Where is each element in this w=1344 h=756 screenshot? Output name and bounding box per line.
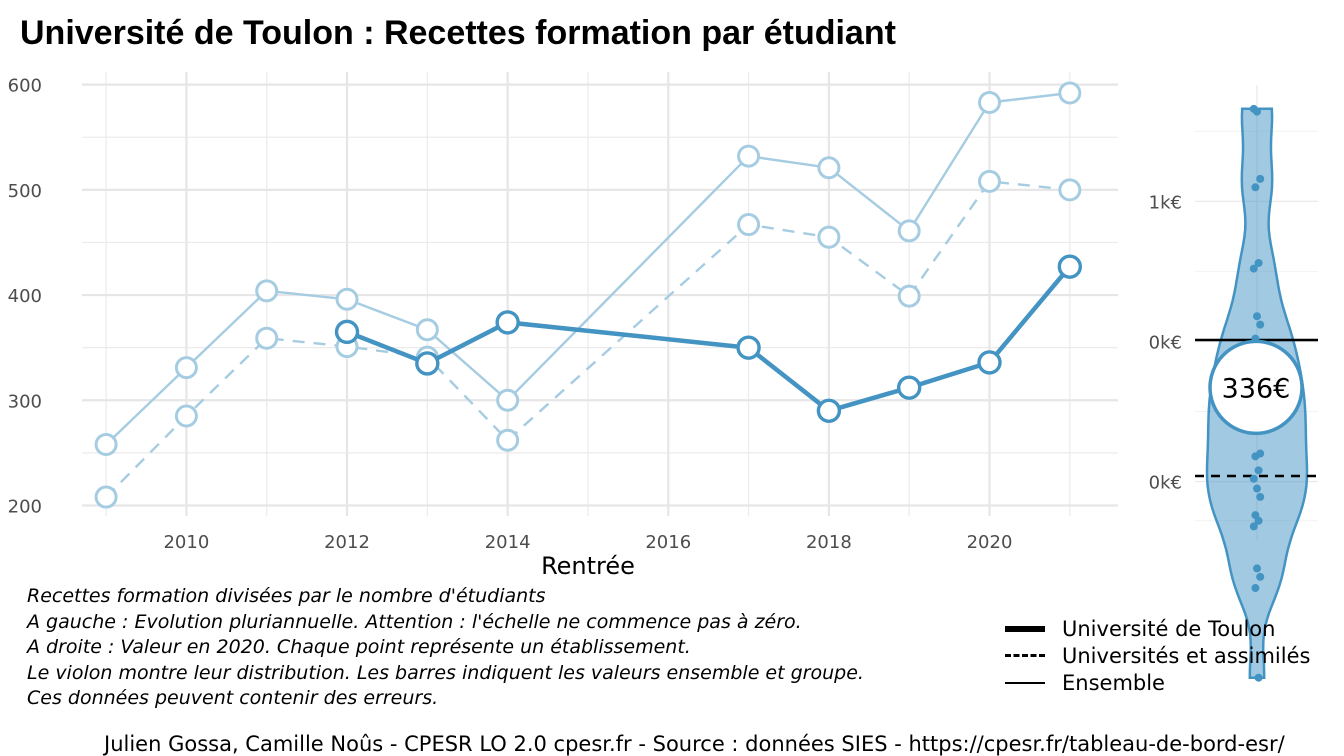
establishment-point	[1256, 320, 1265, 329]
establishment-point	[1249, 474, 1258, 483]
point-ensemble	[897, 219, 921, 243]
legend-label: Ensemble	[1062, 670, 1165, 695]
series-line-toulon	[346, 265, 1072, 414]
chart-notes: Recettes formation divisées par le nombr…	[27, 584, 864, 712]
point-universites	[94, 485, 118, 509]
y-tick-label: 500	[8, 181, 42, 202]
point-universites	[496, 428, 520, 452]
highlight-value-label: 336€	[1222, 373, 1291, 404]
source-caption: Julien Gossa, Camille Noûs - CPESR LO 2.…	[104, 732, 1285, 756]
point-ensemble	[817, 156, 841, 180]
establishment-point	[1253, 107, 1261, 116]
establishment-point	[1253, 564, 1261, 573]
point-toulon	[977, 350, 1002, 375]
note-line: Recettes formation divisées par le nombr…	[27, 585, 546, 607]
line-chart-grid	[82, 72, 1118, 516]
x-tick-label: 2020	[967, 532, 1013, 553]
x-axis-title: Rentrée	[541, 552, 635, 580]
point-toulon	[736, 335, 761, 360]
highlight-circle	[1208, 339, 1304, 436]
point-toulon	[896, 375, 922, 400]
legend-item-universites: Universités et assimilés	[1005, 642, 1310, 669]
establishment-point	[1254, 516, 1263, 525]
violin-y-tick-label: 0k€	[1149, 473, 1182, 494]
point-universites	[174, 404, 198, 428]
establishment-point	[1256, 492, 1265, 501]
establishment-point	[1254, 673, 1263, 682]
point-ensemble	[174, 356, 198, 380]
establishment-point	[1251, 452, 1260, 461]
establishment-point	[1256, 174, 1265, 183]
line-chart-series	[94, 81, 1083, 509]
establishment-point	[1254, 466, 1263, 475]
establishment-point	[1251, 584, 1260, 593]
legend-key-dashed	[1005, 654, 1045, 657]
point-ensemble	[978, 91, 1002, 115]
x-tick-label: 2010	[163, 532, 209, 553]
point-toulon	[495, 310, 520, 335]
point-universites	[255, 326, 279, 350]
note-line: Le violon montre leur distribution. Les …	[27, 661, 864, 684]
point-ensemble	[335, 287, 359, 311]
establishment-point	[1251, 183, 1260, 192]
legend-label: Université de Toulon	[1062, 616, 1276, 641]
violin-plot: 336€	[1195, 104, 1318, 682]
legend-item-toulon: Université de Toulon	[1005, 615, 1310, 642]
violin-y-tick-label: 0k€	[1149, 332, 1182, 353]
series-line-universites	[105, 180, 1070, 498]
x-tick-label: 2016	[645, 532, 691, 553]
point-ensemble	[255, 279, 279, 303]
establishment-point	[1253, 312, 1261, 321]
establishment-point	[1253, 484, 1261, 493]
point-universites	[737, 213, 761, 237]
legend-key-thick	[1005, 625, 1045, 632]
point-universites	[897, 284, 921, 308]
x-tick-label: 2012	[324, 532, 370, 553]
legend-item-ensemble: Ensemble	[1005, 669, 1310, 696]
note-line: A gauche : Evolution pluriannuelle. Atte…	[27, 610, 802, 633]
y-tick-label: 300	[8, 391, 42, 412]
establishment-point	[1254, 258, 1263, 267]
y-tick-label: 400	[8, 286, 42, 307]
x-tick-label: 2014	[485, 532, 531, 553]
point-toulon	[1057, 254, 1083, 279]
establishment-point	[1249, 264, 1258, 273]
point-ensemble	[737, 144, 761, 168]
note-line: Ces données peuvent contenir des erreurs…	[27, 687, 439, 709]
point-toulon	[334, 319, 360, 345]
point-universites	[978, 169, 1002, 193]
point-toulon	[415, 351, 440, 376]
legend-label: Universités et assimilés	[1062, 643, 1311, 668]
point-universites	[817, 225, 841, 249]
note-line: A droite : Valeur en 2020. Chaque point …	[27, 636, 691, 658]
point-ensemble	[496, 388, 520, 412]
violin-y-tick-label: 1k€	[1149, 192, 1182, 213]
point-universites	[1058, 178, 1082, 202]
chart-title: Université de Toulon : Recettes formatio…	[20, 14, 896, 52]
establishment-point	[1249, 522, 1258, 531]
x-tick-label: 2018	[806, 532, 852, 553]
legend-key-thin	[1005, 681, 1045, 684]
y-tick-label: 200	[8, 496, 42, 517]
establishment-point	[1256, 572, 1265, 581]
point-ensemble	[415, 318, 439, 342]
legend: Université de Toulon Universités et assi…	[1005, 615, 1310, 696]
point-ensemble	[1058, 81, 1082, 105]
line-chart-ticks: 2010 2012 2014 2016 2018 2020 200 300 400 500 600	[8, 76, 1013, 553]
point-toulon	[816, 398, 842, 423]
point-ensemble	[94, 432, 118, 456]
y-tick-label: 600	[8, 76, 42, 97]
